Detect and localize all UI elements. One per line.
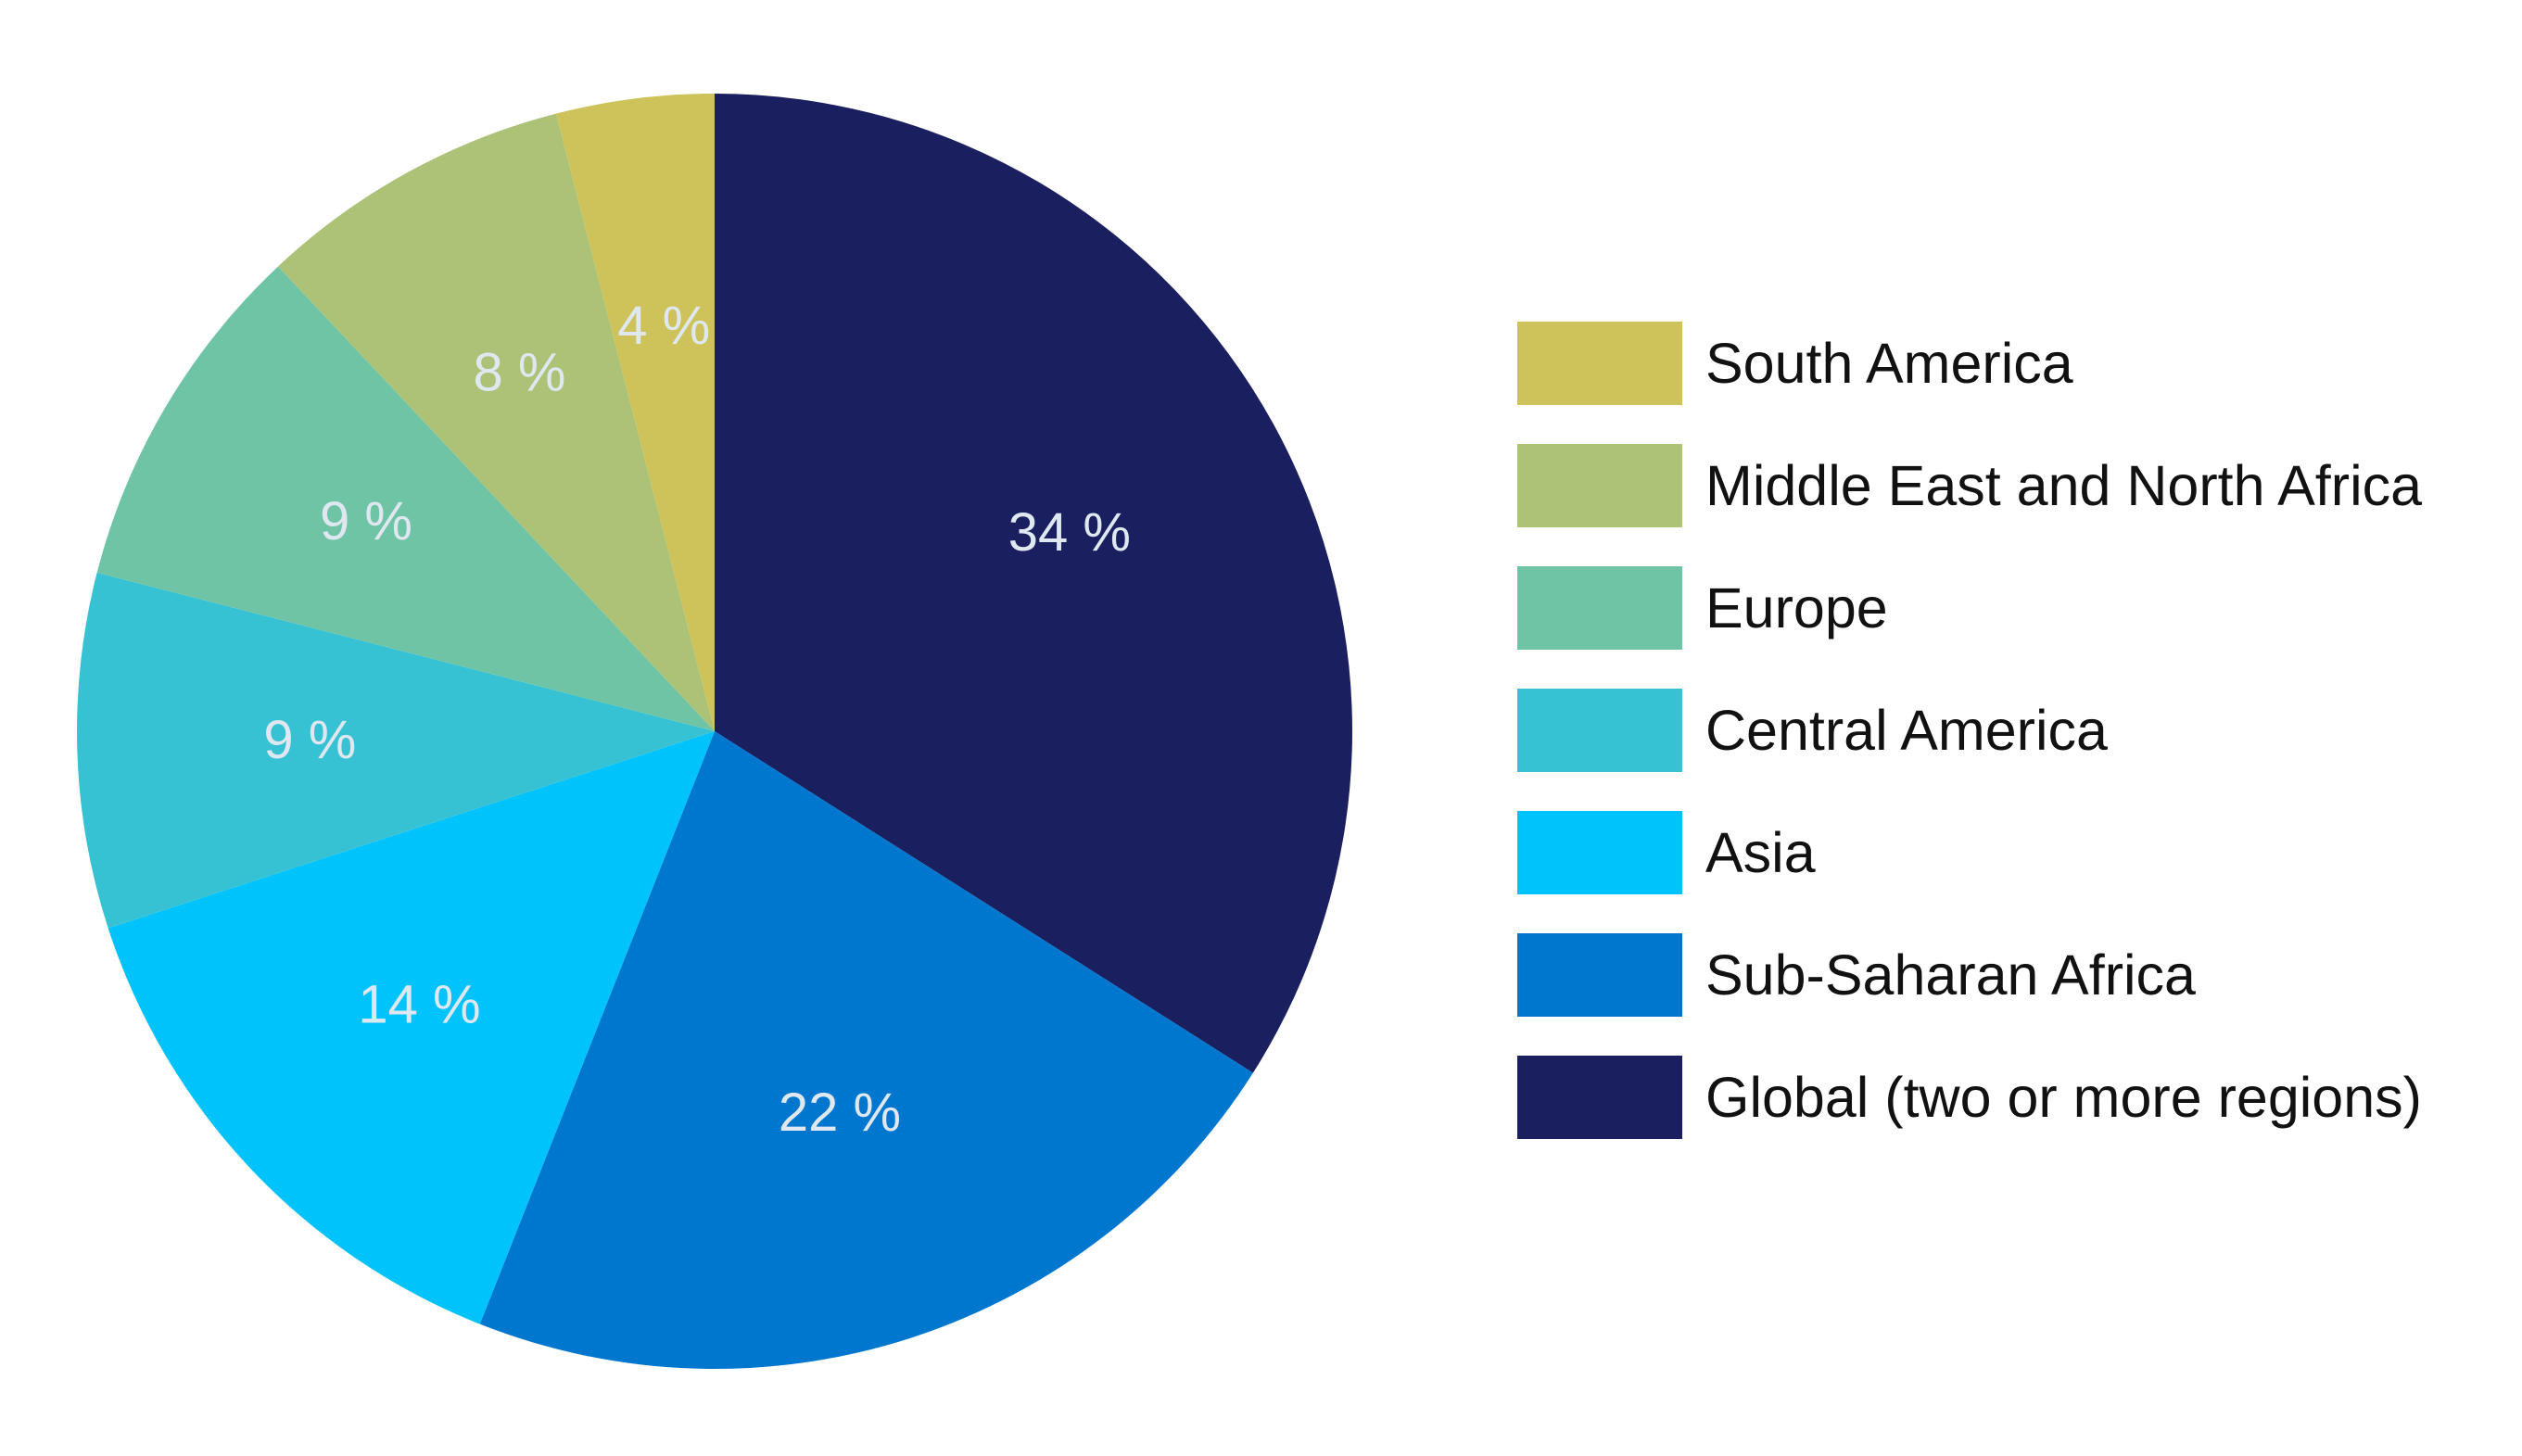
legend-swatch (1517, 811, 1682, 894)
slice-label-1: 22 % (779, 1083, 901, 1143)
pie-slice-2 (108, 731, 716, 1324)
pie-slice-3 (77, 572, 716, 929)
legend-label: Middle East and North Africa (1705, 454, 2423, 517)
slice-label-2: 14 % (358, 974, 480, 1034)
legend-item: Central America (1517, 689, 2518, 772)
slice-label-4: 9 % (320, 491, 412, 551)
legend-label: Sub-Saharan Africa (1705, 943, 2196, 1007)
pie-slice-6 (555, 94, 715, 731)
legend-label: South America (1705, 332, 2073, 395)
pie-slice-4 (96, 266, 715, 731)
legend: South America Middle East and North Afric… (1517, 322, 2518, 1178)
legend-item: Europe (1517, 566, 2518, 650)
legend-swatch (1517, 566, 1682, 650)
legend-item: Asia (1517, 811, 2518, 894)
pie-slice-0 (715, 94, 1353, 1073)
legend-swatch (1517, 933, 1682, 1017)
legend-item: Middle East and North Africa (1517, 444, 2518, 527)
legend-label: Europe (1705, 576, 1888, 639)
legend-swatch (1517, 1056, 1682, 1139)
slice-label-6: 4 % (617, 296, 710, 356)
legend-label: Asia (1705, 821, 1816, 884)
legend-swatch (1517, 444, 1682, 527)
pie-slice-5 (278, 113, 715, 731)
legend-item: Sub-Saharan Africa (1517, 933, 2518, 1017)
legend-item: South America (1517, 322, 2518, 405)
pie-slice-1 (479, 731, 1253, 1369)
legend-swatch (1517, 689, 1682, 772)
slice-label-3: 9 % (263, 710, 356, 770)
legend-label: Central America (1705, 699, 2108, 762)
slice-label-0: 34 % (1008, 502, 1131, 563)
slice-label-5: 8 % (474, 342, 566, 402)
legend-item: Global (two or more regions) (1517, 1056, 2518, 1139)
legend-label: Global (two or more regions) (1705, 1066, 2422, 1129)
legend-swatch (1517, 322, 1682, 405)
